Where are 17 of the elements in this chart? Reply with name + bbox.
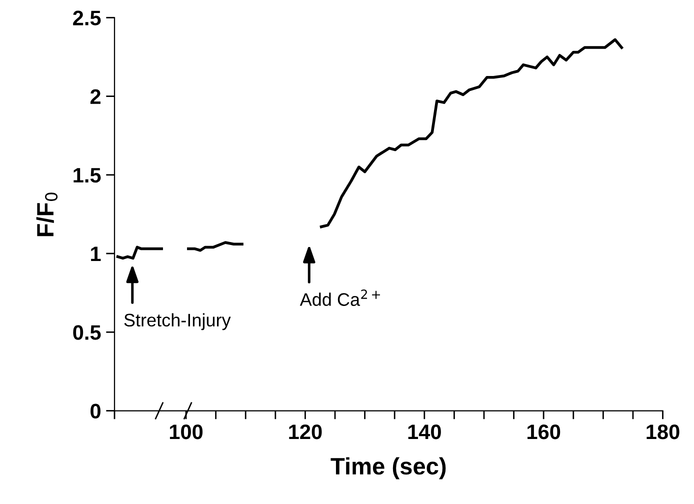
y-tick-label: 0.5 — [73, 325, 101, 340]
x-tick-label: 100 — [170, 424, 203, 440]
line-series — [320, 38, 624, 228]
x-tick-label: 180 — [646, 424, 680, 440]
y-tick-label: 1 — [91, 246, 101, 262]
y-tick-label: 2 — [90, 89, 100, 104]
x-axis-title: Time (sec) — [330, 457, 446, 480]
x-tick-label: 160 — [528, 424, 560, 440]
x-tick-label: 120 — [289, 424, 322, 440]
y-tick-label: 0 — [90, 404, 100, 419]
y-axis-title: F/F$_{0}$ — [36, 192, 58, 236]
x-tick-label: 140 — [408, 424, 441, 440]
y-tick-label: 2.5 — [73, 10, 101, 26]
y-tick-label: 1.5 — [74, 168, 101, 183]
line-series — [187, 241, 244, 252]
annotation: Stretch-Injury — [124, 313, 231, 330]
annotation: Add Ca$^{2+}$ — [300, 289, 380, 306]
